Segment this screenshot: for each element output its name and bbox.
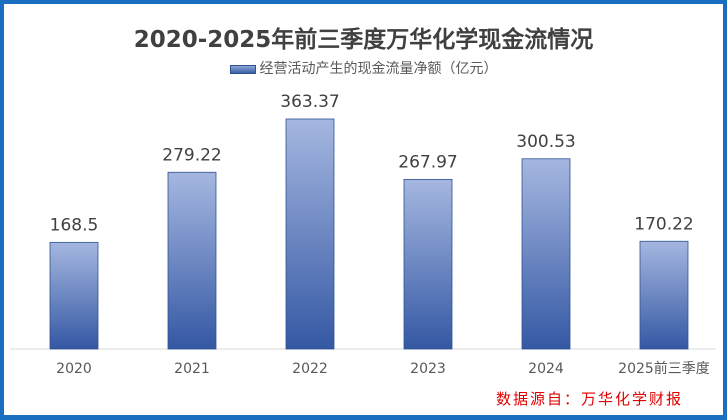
legend: 经营活动产生的现金流量净额（亿元） [4, 58, 723, 78]
x-tick-label: 2023 [410, 361, 446, 377]
legend-swatch [229, 64, 256, 74]
data-label: 300.53 [516, 132, 575, 152]
bar [639, 240, 689, 350]
bar [167, 171, 217, 350]
bar [285, 118, 335, 350]
data-label: 363.37 [280, 92, 339, 112]
bar [403, 178, 453, 350]
x-tick-label: 2020 [56, 361, 92, 377]
data-label: 267.97 [398, 152, 457, 172]
plot-area: 168.5 2020 279.22 2021 363.37 2022 267.97 2023 3… [10, 92, 716, 377]
x-tick-label: 2024 [528, 361, 564, 377]
data-label: 279.22 [162, 145, 221, 165]
x-tick-label: 2025前三季度 [618, 360, 710, 377]
x-tick-label: 2022 [292, 361, 328, 377]
x-tick-label: 2021 [174, 361, 210, 377]
data-label: 168.5 [50, 215, 99, 235]
chart-title: 2020-2025年前三季度万华化学现金流情况 [133, 27, 594, 53]
bar [49, 241, 99, 350]
data-source: 数据源自：万华化学财报 [495, 390, 683, 408]
bar [521, 158, 571, 350]
data-label: 170.22 [634, 214, 693, 234]
legend-label: 经营活动产生的现金流量净额（亿元） [259, 61, 498, 77]
